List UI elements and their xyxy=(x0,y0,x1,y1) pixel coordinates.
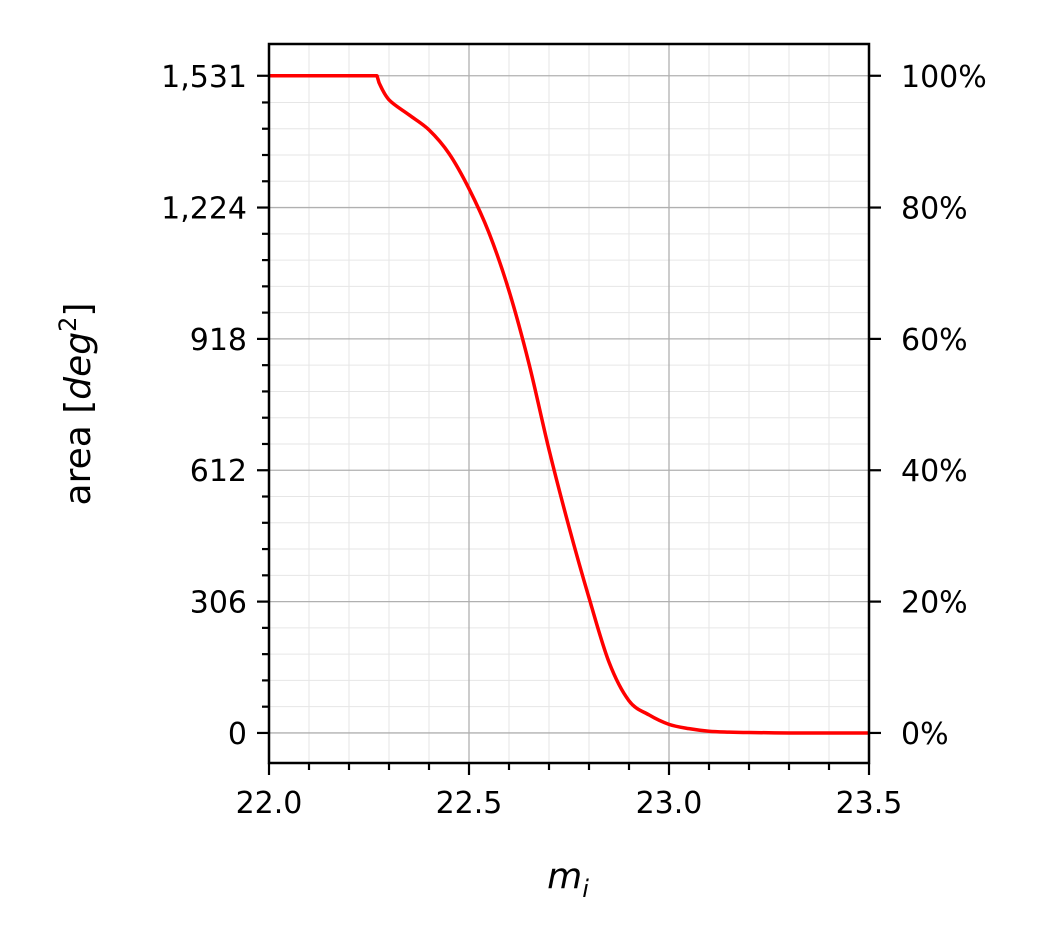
y-tick-label: 1,531 xyxy=(161,60,247,95)
axis-ticks xyxy=(257,74,881,775)
y-tick-label: 306 xyxy=(190,586,247,621)
y-axis-label: area [deg2] xyxy=(54,303,99,506)
y2-tick-label: 20% xyxy=(901,586,968,621)
y2-tick-label: 40% xyxy=(901,454,968,489)
y2-tick-label: 60% xyxy=(901,323,968,358)
x-axis-label: mi xyxy=(547,856,589,903)
y-tick-label: 1,224 xyxy=(161,192,247,227)
x-axis-label-main: m xyxy=(547,856,582,897)
y-axis-label-unit: deg xyxy=(58,332,99,400)
y-axis-label-suffix: ] xyxy=(58,303,99,317)
y-axis-label-superscript: 2 xyxy=(54,317,82,332)
major-grid xyxy=(268,44,870,763)
x-tick-label: 22.5 xyxy=(436,786,503,821)
y-axis-label-prefix: area [ xyxy=(58,400,99,506)
y-tick-label: 612 xyxy=(190,454,247,489)
y-tick-label: 918 xyxy=(190,323,247,358)
y2-tick-label: 100% xyxy=(901,60,987,95)
y-tick-label: 0 xyxy=(228,717,247,752)
y2-tick-label: 0% xyxy=(901,717,949,752)
series-line xyxy=(269,74,869,735)
minor-grid xyxy=(269,44,869,763)
x-tick-label: 23.5 xyxy=(836,786,903,821)
plot-frame xyxy=(267,42,871,765)
x-tick-label: 22.0 xyxy=(236,786,303,821)
x-axis-label-subscript: i xyxy=(582,875,589,903)
tick-labels: 22.0 22.5 23.0 23.5 0 0% 306 20% 612 40% 918 60% 1,2… xyxy=(161,60,987,821)
x-tick-label: 23.0 xyxy=(636,786,703,821)
y2-tick-label: 80% xyxy=(901,192,968,227)
